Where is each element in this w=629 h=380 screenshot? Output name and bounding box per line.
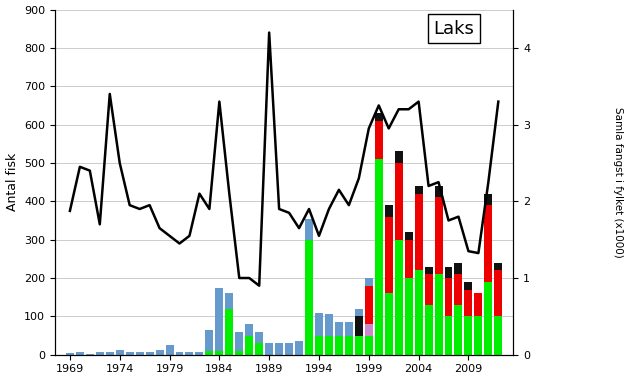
Bar bbox=[455, 305, 462, 355]
Bar bbox=[345, 336, 353, 355]
Bar bbox=[435, 274, 443, 355]
Bar bbox=[315, 336, 323, 355]
Bar bbox=[455, 274, 462, 305]
Bar bbox=[464, 290, 472, 317]
Bar bbox=[494, 263, 503, 270]
Bar bbox=[395, 163, 403, 240]
Bar bbox=[445, 266, 452, 278]
Bar bbox=[435, 186, 443, 198]
Bar bbox=[425, 305, 433, 355]
Bar bbox=[175, 352, 184, 355]
Bar bbox=[494, 317, 503, 355]
Bar bbox=[375, 159, 382, 355]
Bar bbox=[96, 352, 104, 355]
Bar bbox=[445, 278, 452, 317]
Bar bbox=[404, 278, 413, 355]
Bar bbox=[335, 336, 343, 355]
Text: Laks: Laks bbox=[433, 20, 474, 38]
Bar bbox=[76, 352, 84, 355]
Bar bbox=[464, 317, 472, 355]
Bar bbox=[285, 343, 293, 355]
Bar bbox=[365, 336, 373, 355]
Bar bbox=[385, 293, 392, 355]
Bar bbox=[474, 293, 482, 317]
Bar bbox=[395, 152, 403, 163]
Y-axis label: Antal fisk: Antal fisk bbox=[6, 153, 19, 211]
Bar bbox=[215, 288, 223, 351]
Bar bbox=[206, 351, 213, 355]
Bar bbox=[325, 315, 333, 336]
Bar bbox=[455, 263, 462, 274]
Bar bbox=[415, 194, 423, 270]
Bar bbox=[86, 353, 94, 355]
Bar bbox=[404, 232, 413, 240]
Bar bbox=[385, 205, 392, 217]
Bar bbox=[375, 113, 382, 121]
Bar bbox=[66, 353, 74, 355]
Bar bbox=[215, 351, 223, 355]
Bar bbox=[395, 240, 403, 355]
Bar bbox=[425, 266, 433, 274]
Bar bbox=[106, 352, 114, 355]
Bar bbox=[295, 341, 303, 355]
Bar bbox=[196, 352, 203, 355]
Bar bbox=[435, 198, 443, 274]
Bar bbox=[225, 309, 233, 355]
Bar bbox=[335, 322, 343, 336]
Bar bbox=[404, 240, 413, 278]
Bar bbox=[245, 336, 253, 355]
Bar bbox=[484, 205, 493, 282]
Bar bbox=[415, 270, 423, 355]
Bar bbox=[146, 352, 153, 355]
Bar bbox=[305, 218, 313, 240]
Bar bbox=[186, 352, 194, 355]
Bar bbox=[245, 324, 253, 336]
Bar bbox=[165, 345, 174, 355]
Bar bbox=[375, 121, 382, 159]
Bar bbox=[235, 351, 243, 355]
Bar bbox=[275, 343, 283, 355]
Bar bbox=[365, 324, 373, 336]
Bar bbox=[365, 286, 373, 324]
Bar bbox=[126, 352, 134, 355]
Bar bbox=[235, 332, 243, 351]
Bar bbox=[155, 350, 164, 355]
Y-axis label: Samla fangst i fylket (x1000): Samla fangst i fylket (x1000) bbox=[613, 107, 623, 258]
Bar bbox=[136, 352, 143, 355]
Bar bbox=[265, 343, 273, 355]
Bar bbox=[206, 330, 213, 351]
Bar bbox=[425, 274, 433, 305]
Bar bbox=[494, 270, 503, 317]
Bar bbox=[325, 336, 333, 355]
Bar bbox=[445, 317, 452, 355]
Bar bbox=[464, 282, 472, 290]
Bar bbox=[355, 317, 363, 336]
Bar bbox=[415, 186, 423, 194]
Bar bbox=[255, 332, 263, 343]
Bar bbox=[355, 336, 363, 355]
Bar bbox=[225, 293, 233, 309]
Bar bbox=[315, 312, 323, 336]
Bar bbox=[116, 350, 124, 355]
Bar bbox=[484, 282, 493, 355]
Bar bbox=[345, 322, 353, 336]
Bar bbox=[255, 343, 263, 355]
Bar bbox=[484, 194, 493, 205]
Bar bbox=[474, 317, 482, 355]
Bar bbox=[355, 309, 363, 317]
Bar bbox=[365, 278, 373, 286]
Bar bbox=[385, 217, 392, 293]
Bar bbox=[305, 240, 313, 355]
